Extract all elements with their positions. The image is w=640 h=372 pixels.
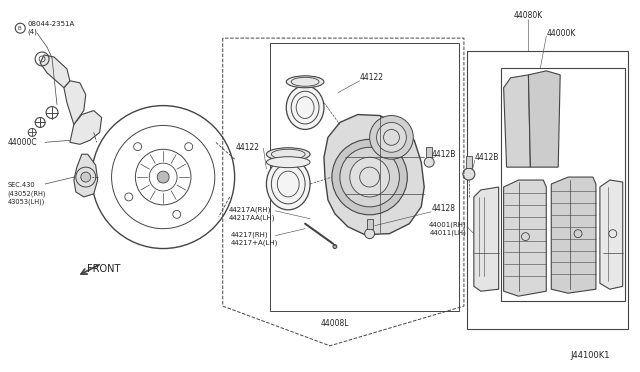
- Ellipse shape: [266, 158, 310, 210]
- Text: 44128: 44128: [431, 204, 455, 213]
- Circle shape: [376, 122, 406, 152]
- Text: 44122: 44122: [236, 143, 260, 152]
- Polygon shape: [40, 55, 70, 88]
- Circle shape: [365, 229, 374, 238]
- Polygon shape: [474, 187, 499, 291]
- Circle shape: [340, 147, 399, 207]
- Polygon shape: [74, 154, 98, 197]
- Text: 44217(RH)
44217+A(LH): 44217(RH) 44217+A(LH): [230, 231, 278, 246]
- Text: 44008L: 44008L: [321, 320, 349, 328]
- Circle shape: [333, 244, 337, 248]
- Polygon shape: [70, 110, 102, 144]
- Text: 44217A(RH)
44217AA(LH): 44217A(RH) 44217AA(LH): [228, 206, 275, 221]
- Polygon shape: [504, 75, 531, 167]
- Polygon shape: [504, 180, 547, 296]
- Polygon shape: [600, 180, 623, 289]
- Ellipse shape: [266, 157, 310, 168]
- Polygon shape: [529, 71, 560, 167]
- Circle shape: [81, 172, 91, 182]
- Ellipse shape: [266, 148, 310, 161]
- Bar: [467, 51, 628, 329]
- Ellipse shape: [286, 76, 324, 88]
- Circle shape: [463, 168, 475, 180]
- Text: 44000C: 44000C: [7, 138, 37, 147]
- Circle shape: [157, 171, 169, 183]
- Text: 44000K: 44000K: [547, 29, 575, 38]
- Circle shape: [370, 116, 413, 159]
- Text: 4412B: 4412B: [475, 153, 499, 162]
- Text: J44100K1: J44100K1: [570, 351, 610, 360]
- Text: 44001(RH)
44011(LH): 44001(RH) 44011(LH): [429, 221, 467, 236]
- Bar: [367, 219, 372, 229]
- Bar: [270, 43, 459, 311]
- Polygon shape: [551, 177, 596, 293]
- Text: SEC.430
(43052(RH)
43053(LH)): SEC.430 (43052(RH) 43053(LH)): [7, 182, 46, 205]
- Text: FRONT: FRONT: [87, 264, 120, 275]
- Circle shape: [350, 157, 390, 197]
- Text: 44080K: 44080K: [514, 11, 543, 20]
- Text: 4412B: 4412B: [431, 150, 456, 159]
- Polygon shape: [64, 81, 86, 125]
- Ellipse shape: [286, 86, 324, 129]
- Text: B: B: [18, 26, 22, 31]
- Circle shape: [424, 157, 434, 167]
- Circle shape: [332, 140, 407, 215]
- Text: 44122: 44122: [360, 73, 384, 82]
- Bar: [500, 68, 625, 301]
- Polygon shape: [324, 115, 424, 235]
- Bar: [426, 147, 432, 157]
- Bar: [466, 156, 472, 168]
- Text: 08044-2351A
(4): 08044-2351A (4): [28, 21, 74, 35]
